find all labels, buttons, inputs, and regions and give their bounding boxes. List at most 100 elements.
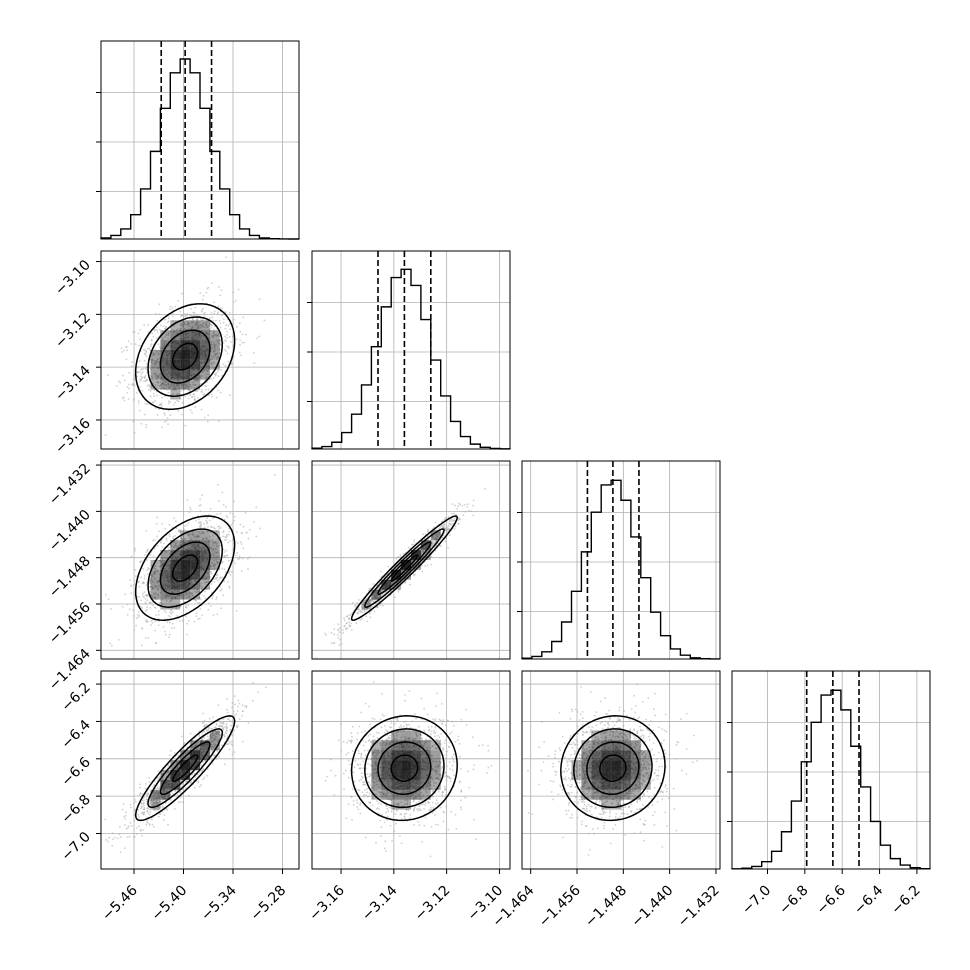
sample-point [432, 535, 434, 537]
sample-point [421, 550, 424, 552]
sample-point [146, 608, 148, 611]
sample-point [167, 383, 170, 386]
sample-point [466, 503, 469, 506]
sample-point [204, 578, 207, 581]
density-cell [180, 579, 191, 590]
sample-point [179, 801, 182, 803]
sample-point [208, 323, 211, 326]
sample-point [204, 388, 207, 391]
sample-point [206, 522, 208, 525]
sample-point [213, 581, 216, 583]
sample-point [200, 310, 203, 313]
sample-point [200, 571, 203, 574]
sample-point [177, 328, 180, 330]
sample-point [385, 591, 387, 593]
sample-point [350, 629, 353, 631]
sample-point [134, 343, 137, 345]
sample-point [153, 392, 155, 395]
sample-point [173, 790, 176, 793]
sample-point [239, 322, 241, 325]
density-cell [150, 560, 161, 570]
sample-point [168, 621, 171, 624]
sample-point [200, 588, 203, 590]
sample-point [203, 719, 206, 722]
sample-point [216, 542, 218, 545]
sample-point [149, 578, 152, 580]
sample-point [137, 611, 140, 613]
sample-point [206, 380, 209, 383]
sample-point [169, 384, 172, 386]
sample-point [194, 379, 197, 382]
sample-point [157, 358, 159, 361]
sample-point [158, 786, 161, 789]
sample-point [201, 371, 204, 373]
sample-point [439, 531, 441, 534]
sample-point [228, 530, 231, 533]
sample-point [170, 609, 173, 611]
sample-point [137, 400, 140, 403]
sample-point [196, 314, 198, 316]
hist-frame [521, 460, 721, 660]
sample-point [141, 644, 143, 647]
sample-point [157, 802, 160, 804]
sample-point [245, 531, 248, 534]
sample-point [194, 737, 197, 739]
sample-point [156, 586, 158, 589]
sample-point [213, 325, 216, 328]
sample-point [154, 407, 157, 409]
sample-point [149, 349, 151, 352]
sample-point [209, 575, 211, 578]
sample-point [203, 314, 206, 317]
sample-point [167, 391, 170, 394]
sample-point [218, 348, 221, 351]
sample-point [141, 793, 144, 796]
sample-point [201, 764, 203, 767]
sample-point [197, 324, 200, 326]
sample-point [210, 565, 213, 567]
sample-point [173, 383, 176, 385]
sample-point [183, 312, 186, 315]
density-cell [170, 320, 181, 331]
sample-point [203, 730, 205, 733]
sample-point [111, 844, 114, 847]
sample-point [201, 325, 204, 327]
sample-point [144, 413, 146, 416]
sample-point [223, 580, 226, 583]
sample-point [158, 385, 161, 387]
sample-point [212, 332, 215, 334]
sample-point [145, 423, 148, 426]
sample-point [173, 517, 176, 519]
sample-point [408, 583, 411, 586]
sample-point [211, 733, 214, 735]
sample-point [166, 621, 169, 624]
sample-point [187, 386, 190, 388]
density-cell [190, 589, 200, 600]
density-cell [170, 340, 181, 350]
sample-point [414, 573, 416, 576]
sample-point [141, 389, 144, 392]
density-cell [150, 350, 161, 360]
sample-point [236, 542, 239, 544]
sample-point [247, 557, 249, 560]
sample-point [179, 324, 182, 327]
sample-point [151, 359, 154, 361]
sample-point [349, 613, 352, 615]
sample-point [134, 550, 136, 552]
sample-point [226, 334, 229, 336]
sample-point [182, 389, 185, 391]
sample-point [366, 603, 369, 605]
sample-point [213, 377, 215, 379]
sample-point [216, 513, 219, 515]
sample-point [133, 331, 136, 334]
sample-point [150, 576, 153, 579]
sample-point [175, 328, 178, 331]
sample-point [247, 722, 250, 725]
sample-point [144, 380, 147, 382]
scatter-panel-2-1 [311, 460, 511, 660]
sample-point [230, 743, 233, 745]
sample-point [149, 590, 152, 593]
sample-point [126, 392, 129, 394]
sample-point [150, 368, 153, 371]
sample-point [211, 749, 214, 752]
sample-point [167, 402, 170, 405]
